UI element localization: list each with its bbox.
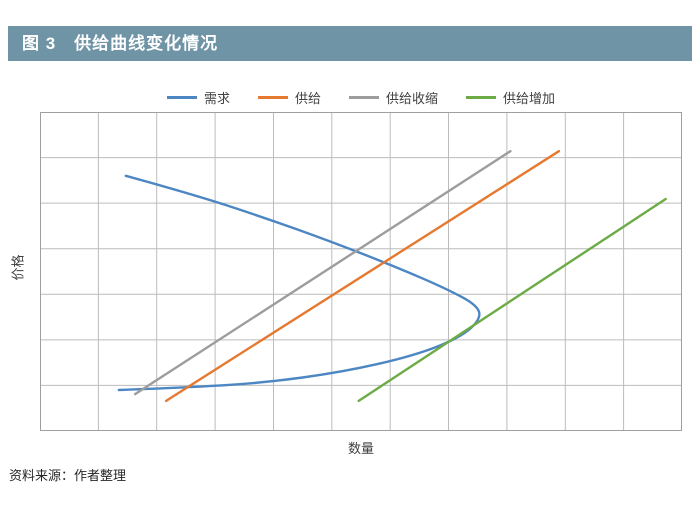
- y-axis-label: 价格: [10, 254, 26, 281]
- series-line-demand: [117, 174, 481, 392]
- plot-border: [40, 112, 682, 431]
- legend-item-demand: 需求: [166, 88, 230, 107]
- legend-label-supply: 供给: [294, 91, 321, 106]
- figure-title-bar: 图 3 供给曲线变化情况: [8, 26, 692, 61]
- x-axis-label: 数量: [347, 441, 374, 456]
- legend-swatch-supply-contraction: [349, 96, 379, 99]
- legend-swatch-demand: [166, 96, 197, 99]
- series-line-supply-increase: [357, 197, 667, 403]
- legend-label-supply-contraction: 供给收缩: [386, 91, 439, 106]
- legend-item-supply-contraction: 供给收缩: [349, 88, 438, 107]
- legend-swatch-supply-increase: [466, 96, 497, 99]
- legend-item-supply: 供给: [257, 88, 321, 107]
- chart-legend: 需求 供给 供给收缩 供给增加: [40, 88, 682, 107]
- figure-title: 图 3 供给曲线变化情况: [22, 34, 219, 53]
- series-line-supply-contraction: [133, 150, 512, 396]
- legend-label-demand: 需求: [203, 91, 230, 106]
- source-note: 资料来源：作者整理: [9, 468, 127, 483]
- legend-item-supply-increase: 供给增加: [466, 88, 555, 107]
- series-line-supply: [164, 150, 561, 403]
- plot-area: [40, 112, 682, 431]
- legend-swatch-supply: [257, 96, 288, 99]
- legend-label-supply-increase: 供给增加: [503, 91, 556, 106]
